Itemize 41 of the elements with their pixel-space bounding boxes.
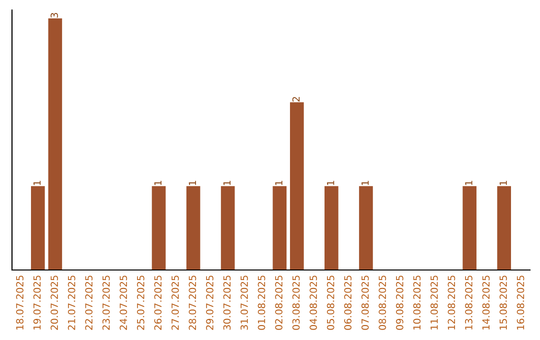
x-tick-label: 19.07.2025 <box>33 276 41 330</box>
data-label: 1 <box>500 180 507 186</box>
data-label: 1 <box>362 180 369 186</box>
x-tick-label: 20.07.2025 <box>50 276 58 330</box>
x-tick-label: 27.07.2025 <box>172 276 179 330</box>
x-tick-label: 16.08.2025 <box>516 276 524 330</box>
data-label: 1 <box>275 180 282 186</box>
x-tick-label: 31.07.2025 <box>240 276 248 330</box>
x-tick-label: 13.08.2025 <box>465 276 472 330</box>
x-tick-label: 24.07.2025 <box>120 276 128 330</box>
data-label: 3 <box>50 12 58 18</box>
data-label: 1 <box>327 180 334 186</box>
x-tick-label: 09.08.2025 <box>396 276 404 330</box>
x-tick-label: 26.07.2025 <box>154 276 162 330</box>
x-tick-label: 01.08.2025 <box>258 276 266 330</box>
x-tick-label: 25.07.2025 <box>136 276 144 330</box>
x-tick-label: 15.08.2025 <box>500 276 507 330</box>
x-tick-label: 08.08.2025 <box>378 276 386 330</box>
x-tick-label: 22.07.2025 <box>85 276 93 330</box>
x-tick-label: 05.08.2025 <box>326 276 334 330</box>
x-tick-label: 14.08.2025 <box>482 276 490 330</box>
x-tick-label: 28.07.2025 <box>188 276 196 330</box>
x-tick-label: 04.08.2025 <box>310 276 317 330</box>
x-tick-label: 10.08.2025 <box>413 276 421 330</box>
x-tick-label: 11.08.2025 <box>430 276 438 330</box>
x-tick-label: 12.08.2025 <box>448 276 456 330</box>
data-label: 1 <box>188 180 196 186</box>
data-label: 1 <box>223 180 231 186</box>
x-tick-label: 07.08.2025 <box>361 276 369 330</box>
x-tick-label: 21.07.2025 <box>68 276 76 330</box>
x-tick-label: 03.08.2025 <box>292 276 300 330</box>
x-tick-label: 06.08.2025 <box>344 276 352 330</box>
data-label: 1 <box>33 180 41 186</box>
x-tick-label: 02.08.2025 <box>275 276 282 330</box>
x-tick-label: 30.07.2025 <box>223 276 231 330</box>
data-label: 2 <box>292 97 300 102</box>
data-label: 1 <box>154 180 162 186</box>
x-tick-label: 23.07.2025 <box>102 276 110 330</box>
x-tick-label: 29.07.2025 <box>206 276 214 330</box>
data-label: 1 <box>465 180 472 186</box>
x-tick-label: 18.07.2025 <box>16 276 24 330</box>
